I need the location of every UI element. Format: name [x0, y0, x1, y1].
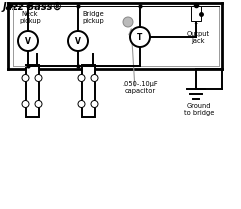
Circle shape [22, 101, 29, 107]
Circle shape [123, 17, 133, 27]
Circle shape [35, 74, 42, 82]
Text: .050-.10μF
capacitor: .050-.10μF capacitor [122, 81, 158, 94]
Text: Bridge
pickup: Bridge pickup [82, 11, 104, 24]
Bar [26, 65, 39, 117]
Circle shape [35, 101, 42, 107]
Circle shape [130, 27, 150, 47]
Text: T: T [137, 33, 143, 42]
Circle shape [22, 74, 29, 82]
Circle shape [91, 101, 98, 107]
Text: Ground
to bridge: Ground to bridge [184, 103, 214, 116]
Text: Neck
pickup: Neck pickup [19, 11, 41, 24]
Bar [81, 65, 94, 117]
Circle shape [78, 101, 85, 107]
Bar [191, 6, 201, 21]
Text: ~: ~ [193, 21, 198, 26]
Text: V: V [25, 37, 31, 46]
Circle shape [18, 31, 38, 51]
Text: Jazz Bass®: Jazz Bass® [3, 2, 63, 12]
Circle shape [78, 74, 85, 82]
Circle shape [68, 31, 88, 51]
Text: Output
jack: Output jack [187, 31, 209, 44]
Circle shape [91, 74, 98, 82]
Text: V: V [75, 37, 81, 46]
